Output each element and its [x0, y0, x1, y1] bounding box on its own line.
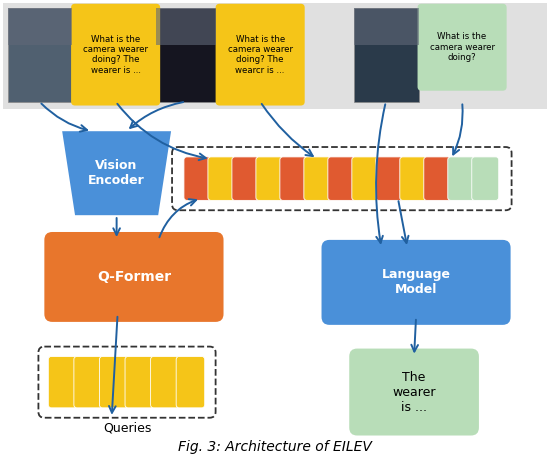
Text: Q-Former: Q-Former [97, 270, 171, 284]
FancyBboxPatch shape [71, 4, 160, 105]
FancyBboxPatch shape [376, 157, 403, 201]
FancyBboxPatch shape [417, 4, 507, 91]
Text: What is the
camera wearer
doing? The
wearcr is ...: What is the camera wearer doing? The wea… [228, 35, 293, 75]
Text: What is the
camera wearer
doing? The
wearer is ...: What is the camera wearer doing? The wea… [83, 35, 148, 75]
Text: Vision
Encoder: Vision Encoder [88, 159, 145, 187]
FancyBboxPatch shape [216, 4, 305, 105]
FancyBboxPatch shape [45, 232, 223, 322]
Text: What is the
camera wearer
doing?: What is the camera wearer doing? [430, 32, 494, 62]
Text: Fig. 3: Architecture of EILEV: Fig. 3: Architecture of EILEV [178, 440, 372, 454]
FancyBboxPatch shape [184, 157, 211, 201]
Bar [156, 8, 216, 45]
FancyBboxPatch shape [352, 157, 379, 201]
Polygon shape [62, 131, 171, 215]
FancyBboxPatch shape [280, 157, 307, 201]
FancyBboxPatch shape [151, 357, 179, 408]
FancyBboxPatch shape [304, 157, 331, 201]
FancyBboxPatch shape [322, 240, 510, 325]
FancyBboxPatch shape [472, 157, 499, 201]
FancyBboxPatch shape [176, 357, 205, 408]
Text: Language
Model: Language Model [382, 268, 450, 297]
FancyBboxPatch shape [232, 157, 259, 201]
Bar [3, 3, 547, 109]
FancyBboxPatch shape [208, 157, 235, 201]
Bar [354, 8, 419, 45]
FancyBboxPatch shape [400, 157, 427, 201]
FancyBboxPatch shape [349, 348, 479, 436]
Text: The
wearer
is ...: The wearer is ... [392, 371, 436, 413]
FancyBboxPatch shape [424, 157, 451, 201]
Bar [8, 8, 72, 45]
FancyBboxPatch shape [125, 357, 153, 408]
FancyBboxPatch shape [256, 157, 283, 201]
FancyBboxPatch shape [100, 357, 128, 408]
Bar [354, 8, 419, 102]
FancyBboxPatch shape [448, 157, 475, 201]
FancyBboxPatch shape [74, 357, 102, 408]
Bar [156, 8, 216, 102]
FancyBboxPatch shape [48, 357, 77, 408]
Bar [8, 8, 72, 102]
Text: Queries: Queries [103, 421, 151, 434]
FancyBboxPatch shape [328, 157, 355, 201]
